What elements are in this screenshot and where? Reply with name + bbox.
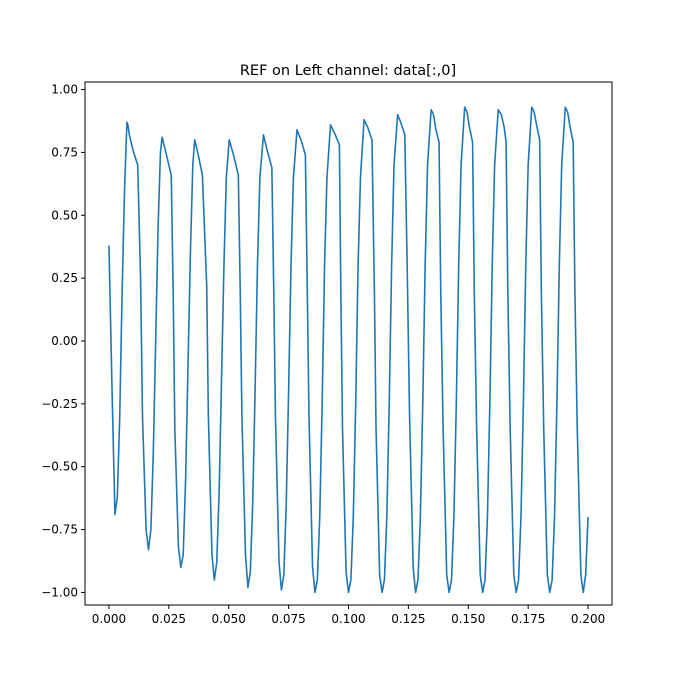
plot-area [108, 106, 589, 594]
x-tick-label: 0.200 [571, 612, 605, 626]
x-tick-label: 0.150 [451, 612, 485, 626]
x-tick-label: 0.175 [511, 612, 545, 626]
chart-title: REF on Left channel: data[:,0] [240, 63, 456, 79]
y-tick-label: 0.00 [51, 334, 78, 348]
x-tick-label: 0.100 [331, 612, 365, 626]
x-tick-label: 0.075 [271, 612, 305, 626]
axes-frame [84, 81, 613, 606]
y-tick-label: 0.50 [51, 208, 78, 222]
x-tick-label: 0.050 [212, 612, 246, 626]
y-tick-label: 0.25 [51, 271, 78, 285]
y-tick-label: 0.75 [51, 145, 78, 159]
x-tick-label: 0.125 [391, 612, 425, 626]
x-tick-label: 0.025 [152, 612, 186, 626]
y-tick-label: −0.50 [41, 460, 78, 474]
axis-ticks: 0.000 0.025 0.050 0.075 0.100 0.125 0.150 0.175… [41, 83, 605, 626]
y-tick-label: 1.00 [51, 83, 78, 97]
y-tick-label: −1.00 [41, 585, 78, 599]
series-line-0 [108, 106, 589, 594]
y-tick-label: −0.75 [41, 523, 78, 537]
x-tick-label: 0.000 [92, 612, 126, 626]
y-tick-label: −0.25 [41, 397, 78, 411]
